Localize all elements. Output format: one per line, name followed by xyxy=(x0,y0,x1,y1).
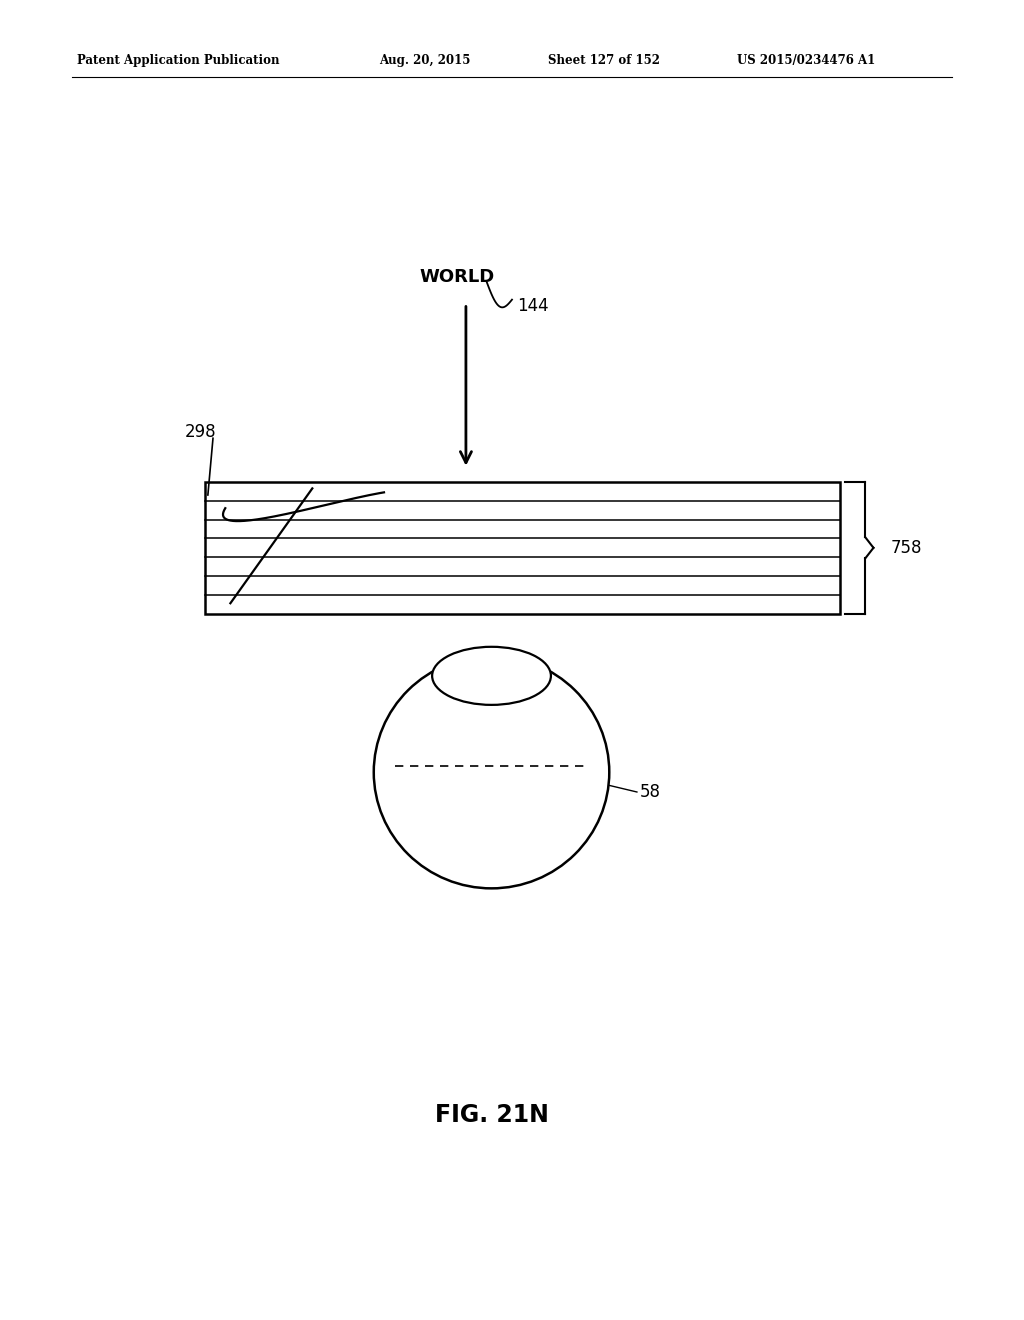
Text: Patent Application Publication: Patent Application Publication xyxy=(77,54,280,67)
Ellipse shape xyxy=(432,647,551,705)
Text: 144: 144 xyxy=(517,297,549,315)
Text: 58: 58 xyxy=(640,783,662,801)
Text: 758: 758 xyxy=(891,539,923,557)
Bar xyxy=(205,482,840,614)
Text: Sheet 127 of 152: Sheet 127 of 152 xyxy=(548,54,659,67)
Text: WORLD: WORLD xyxy=(420,268,495,286)
Text: FIG. 21N: FIG. 21N xyxy=(434,1104,549,1127)
Text: Aug. 20, 2015: Aug. 20, 2015 xyxy=(379,54,470,67)
Text: 298: 298 xyxy=(184,422,216,441)
Ellipse shape xyxy=(374,656,609,888)
Text: US 2015/0234476 A1: US 2015/0234476 A1 xyxy=(737,54,876,67)
